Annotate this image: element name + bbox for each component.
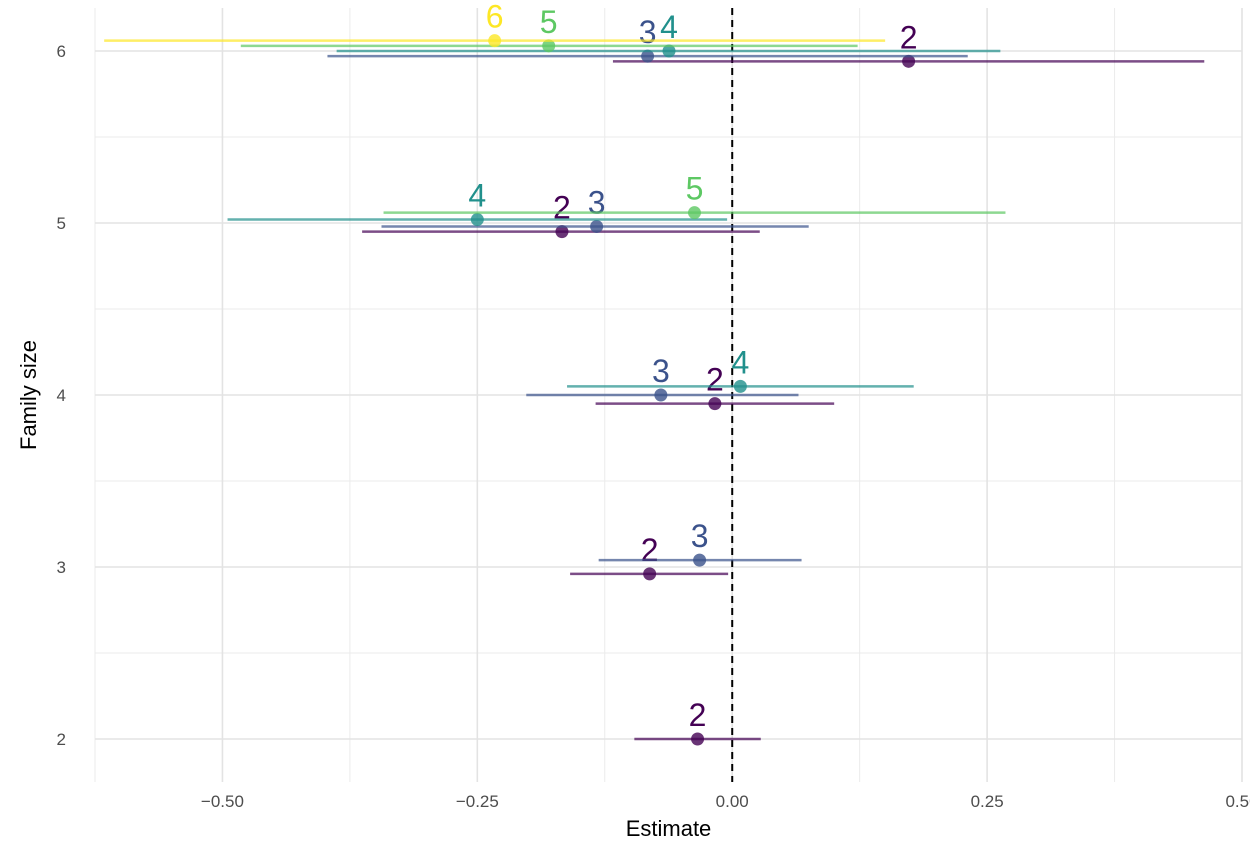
point-label: 4 <box>468 178 486 214</box>
estimate-point <box>643 567 657 581</box>
estimate-point <box>654 388 668 402</box>
point-label: 2 <box>689 697 707 733</box>
point-label: 5 <box>686 171 704 207</box>
estimate-point <box>641 49 655 63</box>
x-tick-label: −0.25 <box>456 792 499 811</box>
point-label: 2 <box>641 532 659 568</box>
estimate-point <box>902 54 916 68</box>
estimate-point <box>590 219 604 233</box>
estimate-point <box>693 553 707 567</box>
point-label: 2 <box>553 190 571 226</box>
y-tick-label: 3 <box>57 558 66 577</box>
x-tick-label: 0.25 <box>971 792 1004 811</box>
point-label: 3 <box>588 184 606 220</box>
point-label: 2 <box>900 19 918 55</box>
y-tick-label: 6 <box>57 42 66 61</box>
x-tick-label: 0.50 <box>1225 792 1250 811</box>
estimate-marks: 22 323 42 34 523 456 <box>104 0 1205 746</box>
x-axis-title: Estimate <box>626 816 712 841</box>
estimate-point <box>733 379 747 393</box>
y-tick-label: 4 <box>57 386 66 405</box>
point-label: 3 <box>652 353 670 389</box>
tick-labels: −0.50−0.250.000.250.5023456 <box>57 42 1250 811</box>
y-tick-label: 5 <box>57 214 66 233</box>
estimate-point <box>488 34 502 48</box>
estimate-point <box>662 44 676 58</box>
estimate-point <box>542 39 556 53</box>
x-tick-label: −0.50 <box>201 792 244 811</box>
estimate-point <box>708 397 722 411</box>
point-label: 4 <box>731 344 749 380</box>
point-label: 3 <box>691 518 709 554</box>
point-label: 5 <box>540 4 558 40</box>
y-axis-title: Family size <box>16 340 41 450</box>
estimate-point <box>555 225 569 239</box>
point-label: 6 <box>486 0 504 35</box>
estimate-point <box>691 732 705 746</box>
y-tick-label: 2 <box>57 730 66 749</box>
point-label: 2 <box>706 362 724 398</box>
point-label: 4 <box>660 9 678 45</box>
estimate-point <box>687 206 701 220</box>
x-tick-label: 0.00 <box>716 792 749 811</box>
estimate-point <box>470 213 484 227</box>
